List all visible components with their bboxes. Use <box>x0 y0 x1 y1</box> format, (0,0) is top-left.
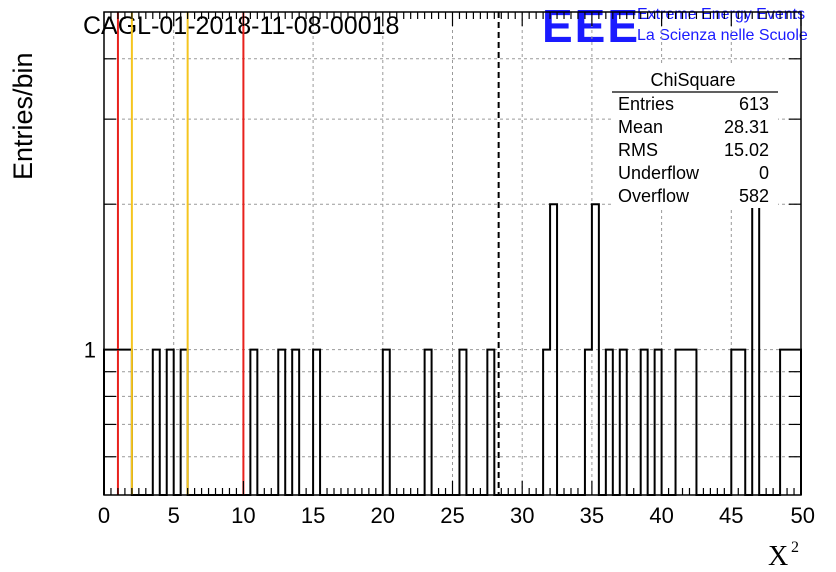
stats-value: 15.02 <box>724 140 769 160</box>
logo-line-2: La Scienza nelle Scuole <box>637 27 808 44</box>
histogram-bin <box>181 350 188 495</box>
histogram-bin <box>676 350 683 495</box>
x-tick-label: 15 <box>301 503 325 528</box>
histogram-bin <box>641 350 648 495</box>
histogram-bin <box>313 350 320 495</box>
x-tick-label: 30 <box>510 503 534 528</box>
logo-mark: EEE <box>542 0 640 52</box>
histogram-bin <box>585 350 592 495</box>
histogram-bin <box>655 350 662 495</box>
x-tick-label: 50 <box>791 503 815 528</box>
histogram-bin <box>780 350 787 495</box>
histogram-bin <box>620 350 627 495</box>
histogram-bin <box>167 350 174 495</box>
x-tick-label: 25 <box>440 503 464 528</box>
histogram-bin <box>487 350 494 495</box>
histogram-bin <box>250 350 257 495</box>
stats-box: ChiSquare Entries 613 Mean 28.31 RMS 15.02 Und… <box>612 66 778 208</box>
stats-value: 28.31 <box>724 117 769 137</box>
histogram-bin <box>153 350 160 495</box>
histogram-bin <box>738 350 745 495</box>
reference-lines <box>116 12 500 495</box>
y-tick-label-1: 1 <box>84 338 96 363</box>
axis-ticks <box>103 12 802 495</box>
stats-box-background <box>612 66 778 208</box>
histogram-bin <box>278 350 285 495</box>
histogram-bin <box>459 350 466 495</box>
stats-value: 0 <box>759 163 769 183</box>
stats-label: Mean <box>618 117 663 137</box>
histogram-bin <box>752 204 759 495</box>
histogram-bin <box>689 350 696 495</box>
x-axis-label: X 2 <box>768 539 799 572</box>
histogram-bin <box>592 204 599 495</box>
chart-title: CAGL-01-2018-11-08-00018 <box>83 12 399 40</box>
stats-label: Underflow <box>618 163 700 183</box>
stats-box-title: ChiSquare <box>650 70 735 90</box>
x-tick-label: 10 <box>231 503 255 528</box>
histogram-bin <box>606 350 613 495</box>
x-tick-label: 40 <box>649 503 673 528</box>
histogram-bin <box>543 350 550 495</box>
y-axis-label: Entries/bin <box>8 52 38 180</box>
stats-rows: Entries 613 Mean 28.31 RMS 15.02 Underflow 0 Ove… <box>618 94 769 206</box>
x-tick-label: 45 <box>719 503 743 528</box>
stats-label: Overflow <box>618 186 690 206</box>
histogram-bin <box>425 350 432 495</box>
stats-label: Entries <box>618 94 674 114</box>
logo-line-1: Extreme Energy Events <box>637 6 805 23</box>
eee-logo: EEE Extreme Energy Events La Scienza nel… <box>542 0 808 52</box>
histogram-bin <box>683 350 690 495</box>
stats-label: RMS <box>618 140 658 160</box>
x-axis-label-base: X <box>768 541 788 572</box>
x-tick-label: 5 <box>168 503 180 528</box>
x-tick-label: 35 <box>580 503 604 528</box>
x-tick-labels: 0 5 10 15 20 25 30 35 40 45 50 <box>98 503 815 528</box>
stats-value: 613 <box>739 94 769 114</box>
histogram-bin <box>118 350 125 495</box>
histogram-bin <box>550 204 557 495</box>
histogram-bin <box>383 350 390 495</box>
x-axis-label-superscript: 2 <box>791 539 799 556</box>
histogram-bin <box>125 350 132 495</box>
histogram-bin <box>292 350 299 495</box>
stats-value: 582 <box>739 186 769 206</box>
histogram-bin <box>731 350 738 495</box>
x-tick-label: 20 <box>371 503 395 528</box>
x-tick-label: 0 <box>98 503 110 528</box>
